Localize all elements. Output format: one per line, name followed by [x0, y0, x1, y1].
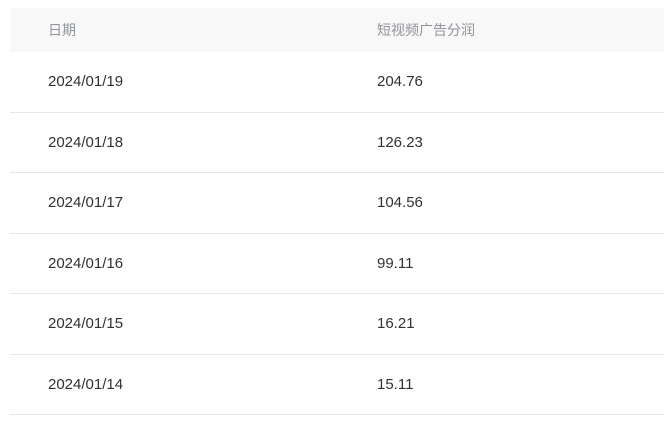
profit-cell: 99.11 [377, 254, 414, 272]
profit-cell: 126.23 [377, 133, 423, 151]
column-header-profit: 短视频广告分润 [377, 22, 475, 38]
table-row: 2024/01/19 204.76 [10, 52, 664, 113]
page: 日期 短视频广告分润 2024/01/19 204.76 2024/01/18 … [0, 8, 664, 425]
column-header-date: 日期 [48, 22, 76, 38]
table-row: 2024/01/15 16.21 [10, 294, 664, 355]
table-header-row: 日期 短视频广告分润 [10, 8, 664, 52]
table-row: 2024/01/18 126.23 [10, 112, 664, 173]
profit-cell: 104.56 [377, 194, 423, 212]
date-cell: 2024/01/15 [48, 315, 124, 333]
date-cell: 2024/01/17 [48, 194, 124, 212]
date-cell: 2024/01/18 [48, 133, 124, 151]
table-row: 2024/01/16 99.11 [10, 233, 664, 294]
date-cell: 2024/01/19 [48, 73, 124, 91]
table-row: 2024/01/17 104.56 [10, 173, 664, 234]
table-row: 2024/01/14 15.11 [10, 354, 664, 415]
profit-cell: 16.21 [377, 315, 415, 333]
date-cell: 2024/01/14 [48, 375, 124, 393]
date-cell: 2024/01/16 [48, 254, 124, 272]
table-body: 2024/01/19 204.76 2024/01/18 126.23 2024… [10, 52, 664, 415]
profit-cell: 204.76 [377, 73, 423, 91]
profit-table: 日期 短视频广告分润 2024/01/19 204.76 2024/01/18 … [10, 8, 664, 415]
profit-cell: 15.11 [377, 375, 414, 393]
